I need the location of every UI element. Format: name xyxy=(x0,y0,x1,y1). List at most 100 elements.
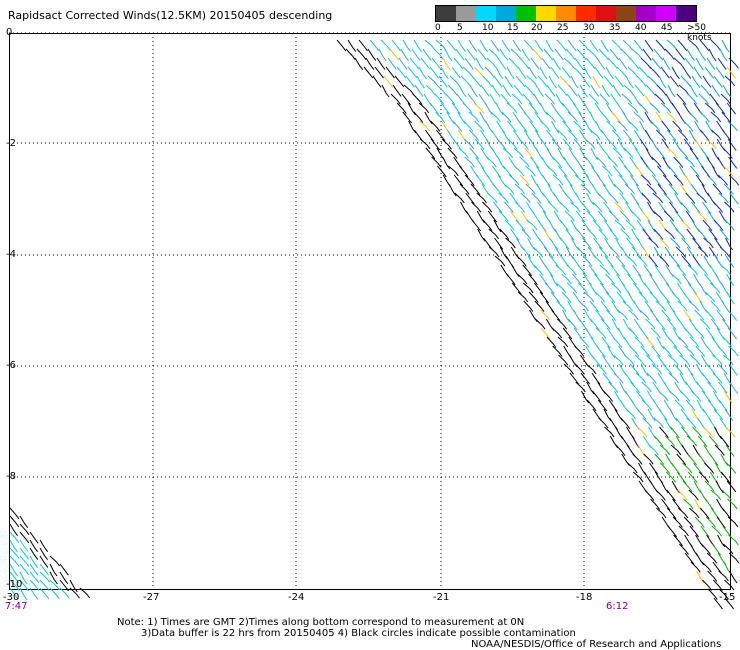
wind-barb xyxy=(724,219,735,231)
wind-barb xyxy=(606,309,616,321)
wind-barb xyxy=(49,563,58,577)
wind-barb xyxy=(669,75,679,88)
wind-barb xyxy=(635,372,647,384)
wind-barb xyxy=(639,327,649,340)
wind-barb xyxy=(618,156,628,169)
wind-barb xyxy=(523,111,534,124)
wind-barb xyxy=(688,507,700,519)
wind-barb xyxy=(708,48,717,62)
wind-barb xyxy=(528,66,537,80)
wind-barb xyxy=(515,201,526,213)
wind-barb xyxy=(431,57,441,70)
wind-barb xyxy=(587,228,598,240)
wind-barb xyxy=(29,555,39,568)
wind-barb xyxy=(633,111,644,123)
wind-barb xyxy=(551,309,561,322)
wind-barb xyxy=(619,192,629,205)
wind-barb xyxy=(620,435,630,448)
wind-barb xyxy=(464,57,474,70)
wind-barb xyxy=(522,264,533,277)
wind-barb xyxy=(601,84,610,98)
wind-barb xyxy=(9,539,18,553)
wind-barb xyxy=(403,84,415,96)
wind-barb xyxy=(530,156,540,169)
wind-barb xyxy=(617,309,628,321)
wind-barb xyxy=(630,192,640,205)
wind-barb xyxy=(599,282,610,295)
wind-barb xyxy=(635,165,645,178)
wind-barb xyxy=(492,183,503,196)
wind-barb xyxy=(612,84,622,97)
wind-barb xyxy=(676,471,687,484)
legend-label-3: 15 xyxy=(507,23,519,33)
wind-barb xyxy=(591,354,601,367)
note-line-2: 3)Data buffer is 22 hrs from 20150405 4)… xyxy=(141,628,576,639)
wind-barb xyxy=(474,120,485,132)
wind-barb xyxy=(475,156,485,169)
wind-barb xyxy=(607,156,618,168)
wind-barb xyxy=(493,201,503,214)
wind-barb xyxy=(488,246,500,258)
wind-barb xyxy=(581,75,591,88)
wind-barb xyxy=(638,102,649,114)
wind-barb xyxy=(622,318,632,332)
wind-barb xyxy=(570,75,579,89)
wind-barb xyxy=(578,39,589,51)
wind-barb xyxy=(398,57,408,70)
wind-barb xyxy=(649,462,659,475)
wind-barb xyxy=(707,588,718,600)
wind-barb xyxy=(471,219,481,232)
wind-barb xyxy=(670,255,681,268)
wind-barb xyxy=(558,165,568,178)
wind-barb xyxy=(650,498,661,510)
wind-barb xyxy=(523,300,534,312)
wind-barb xyxy=(499,228,510,240)
wind-barb xyxy=(358,39,368,52)
wind-barb xyxy=(681,255,692,267)
wind-barb xyxy=(9,507,20,520)
wind-barb xyxy=(726,102,736,115)
wind-barb xyxy=(442,156,451,170)
wind-barb xyxy=(424,111,433,125)
wind-barb xyxy=(704,66,714,79)
x-label-m21: -21 xyxy=(433,592,450,603)
wind-barb xyxy=(367,48,377,61)
wind-barb xyxy=(565,228,575,241)
wind-barb xyxy=(705,309,716,321)
wind-barb xyxy=(514,165,525,177)
wind-barb xyxy=(19,523,30,535)
wind-barb xyxy=(479,39,488,53)
wind-barb xyxy=(636,219,646,232)
wind-barb xyxy=(722,147,733,159)
wind-barb xyxy=(436,129,446,142)
wind-barb xyxy=(643,453,654,465)
wind-barb xyxy=(452,120,463,132)
wind-barb xyxy=(659,255,670,267)
wind-barb xyxy=(627,273,637,286)
wind-barb xyxy=(673,174,684,186)
wind-barb xyxy=(671,291,682,303)
wind-barb xyxy=(566,264,577,276)
wind-barb xyxy=(600,39,609,53)
wind-barb xyxy=(620,228,631,240)
wind-barb xyxy=(448,183,457,197)
wind-barb xyxy=(551,327,563,339)
wind-barb xyxy=(713,579,723,591)
wind-barb xyxy=(661,498,671,511)
wind-barb xyxy=(729,381,739,394)
wind-barb xyxy=(425,84,436,96)
wind-barb xyxy=(545,300,555,313)
wind-barb xyxy=(669,390,680,402)
wind-barb xyxy=(419,138,431,150)
wind-barb xyxy=(705,327,715,340)
wind-barb xyxy=(710,489,722,501)
wind-barb xyxy=(656,129,667,141)
wind-barb xyxy=(464,156,475,168)
legend-swatch-3 xyxy=(496,6,516,21)
wind-barb xyxy=(721,39,730,53)
note-line-1: Note: 1) Times are GMT 2)Times along bot… xyxy=(117,617,525,628)
wind-barb xyxy=(722,84,731,98)
wind-barb xyxy=(535,318,546,330)
wind-barb xyxy=(711,147,720,161)
y-label-m4: -4 xyxy=(6,249,16,260)
